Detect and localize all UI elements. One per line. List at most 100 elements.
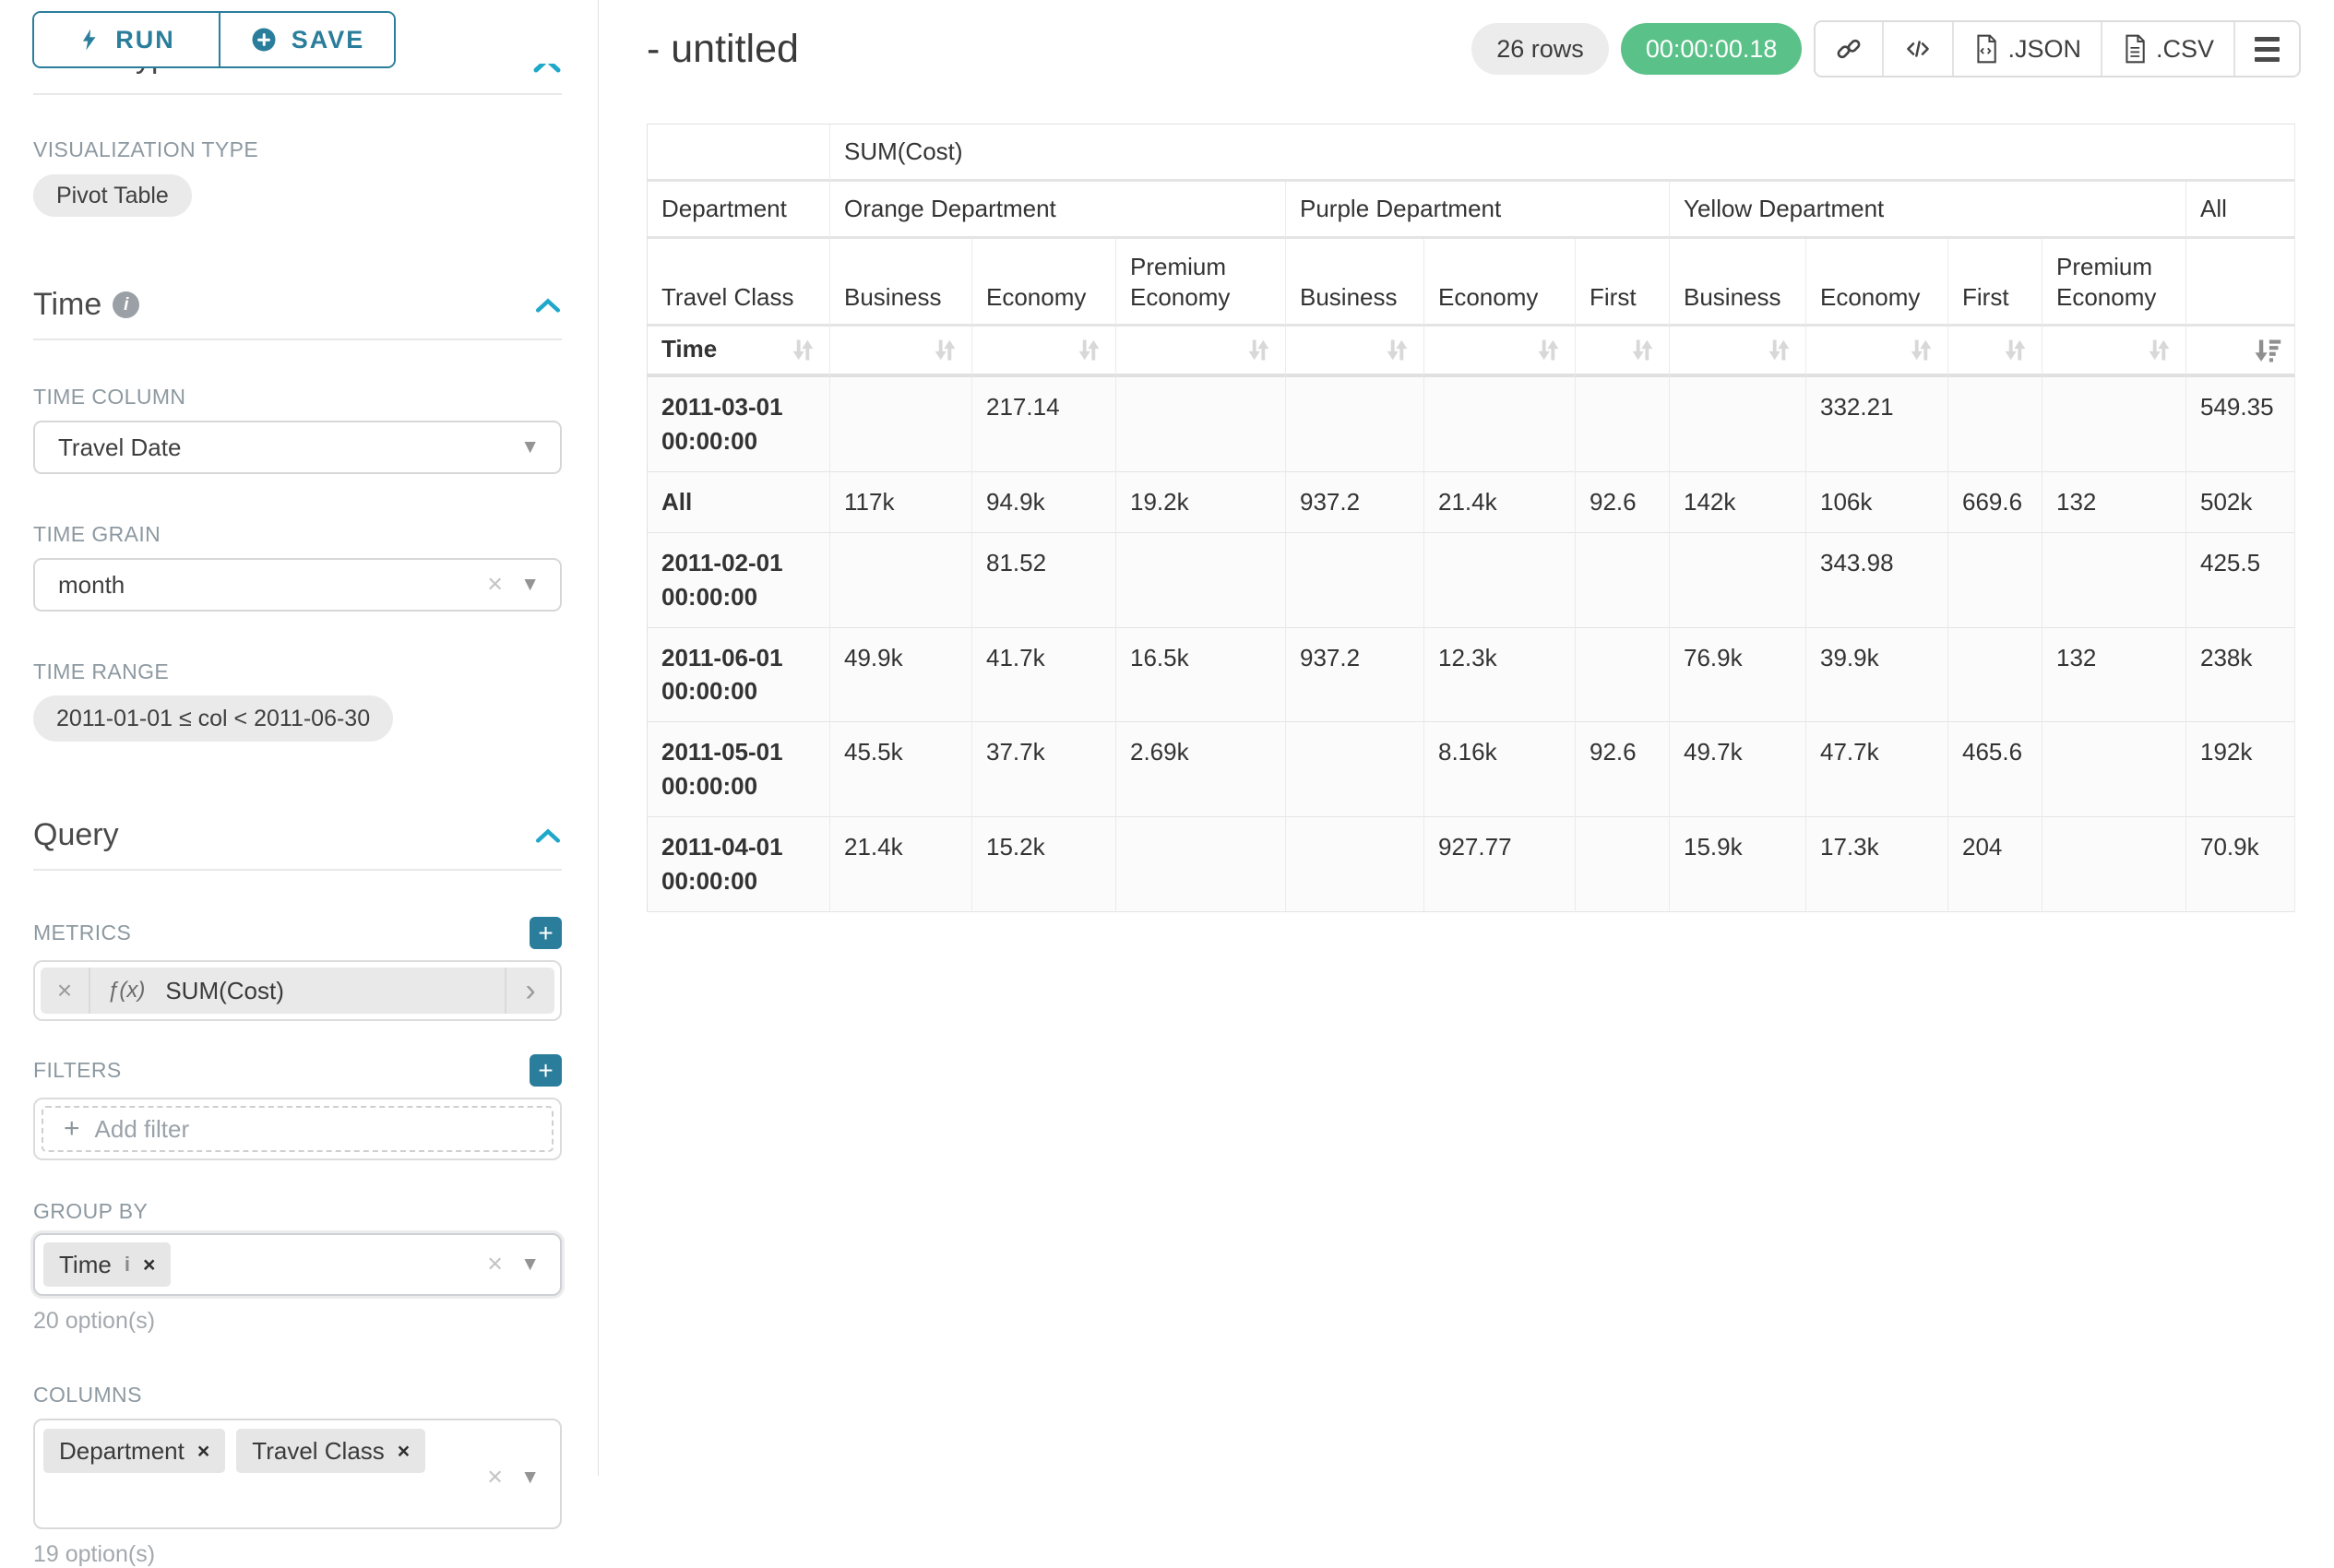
pivot-value-cell: 238k — [2186, 627, 2296, 723]
department-group-header: Orange Department — [830, 182, 1286, 239]
time-column-value: Travel Date — [58, 433, 182, 461]
group-by-select[interactable]: Time i × × ▼ — [33, 1233, 562, 1296]
pivot-data-row: 2011-03-01 00:00:00 217.14 332.21 549.35 — [648, 377, 2296, 472]
chevron-up-icon[interactable] — [532, 64, 562, 74]
time-range-value[interactable]: 2011-01-01 ≤ col < 2011-06-30 — [33, 695, 394, 742]
pivot-value-cell: 669.6 — [1948, 471, 2042, 533]
time-column-label: TIME COLUMN — [33, 385, 186, 409]
department-group-header: Yellow Department — [1670, 182, 2186, 239]
metric-pill[interactable]: × ƒ(x) SUM(Cost) › — [41, 968, 554, 1014]
export-toolbar: .JSON .CSV — [1814, 20, 2301, 77]
travel-class-header: Economy — [972, 239, 1116, 327]
row-time-header: 2011-04-01 00:00:00 — [648, 817, 830, 912]
chart-panel: - untitled 26 rows 00:00:00.18 .JSON — [599, 0, 2334, 1476]
sort-arrows-icon[interactable] — [1764, 335, 1794, 365]
sortable-column-header[interactable] — [830, 327, 972, 377]
export-json-button[interactable]: .JSON — [1954, 22, 2102, 76]
clear-icon[interactable]: × — [487, 569, 503, 600]
json-file-icon — [1977, 34, 1997, 64]
add-filter-plus-button[interactable]: + — [530, 1054, 562, 1087]
chevron-up-icon[interactable] — [534, 827, 562, 844]
sort-arrows-icon[interactable] — [1906, 335, 1936, 365]
time-grain-select[interactable]: month × ▼ — [33, 558, 562, 612]
pivot-value-cell: 217.14 — [972, 377, 1116, 472]
pivot-value-cell: 425.5 — [2186, 532, 2296, 628]
travel-class-header — [2186, 239, 2296, 327]
sortable-column-header[interactable] — [1806, 327, 1948, 377]
sortable-column-header[interactable] — [1670, 327, 1806, 377]
sortable-column-header[interactable] — [1116, 327, 1286, 377]
menu-button[interactable] — [2235, 22, 2299, 76]
remove-metric-icon[interactable]: × — [41, 968, 90, 1014]
row-time-header: 2011-06-01 00:00:00 — [648, 627, 830, 723]
time-column-select[interactable]: Travel Date ▼ — [33, 421, 562, 474]
pivot-value-cell — [830, 532, 972, 628]
add-filter-button[interactable]: + Add filter — [42, 1106, 554, 1152]
clear-icon[interactable]: × — [487, 1462, 503, 1492]
info-icon: i — [124, 1253, 130, 1276]
sort-desc-icon[interactable] — [2253, 335, 2283, 365]
pivot-value-cell: 49.7k — [1670, 722, 1806, 818]
sort-arrows-icon[interactable] — [930, 335, 960, 365]
sortable-column-header[interactable] — [1948, 327, 2042, 377]
pivot-value-cell: 937.2 — [1286, 627, 1424, 723]
pivot-value-cell: 41.7k — [972, 627, 1116, 723]
chart-header: - untitled 26 rows 00:00:00.18 .JSON — [647, 20, 2301, 77]
columns-label: COLUMNS — [33, 1383, 142, 1407]
chart-title[interactable]: - untitled — [647, 26, 799, 71]
chevron-down-icon: ▼ — [520, 436, 540, 457]
travel-class-header: First — [1576, 239, 1670, 327]
clear-icon[interactable]: × — [487, 1249, 503, 1279]
remove-tag-icon[interactable]: × — [142, 1252, 156, 1277]
pivot-value-cell: 47.7k — [1806, 722, 1948, 818]
sort-arrows-icon[interactable] — [788, 335, 818, 365]
embed-code-button[interactable] — [1884, 22, 1955, 76]
pivot-value-cell — [1286, 532, 1424, 628]
run-button[interactable]: RUN — [34, 13, 220, 66]
pivot-data-row: 2011-02-01 00:00:00 81.52 343.98 425.5 — [648, 532, 2296, 628]
sorted-column-header[interactable] — [2186, 327, 2296, 377]
sort-arrows-icon[interactable] — [1074, 335, 1104, 365]
section-divider — [33, 869, 562, 871]
sort-arrows-icon[interactable] — [1627, 335, 1658, 365]
time-sort-header[interactable]: Time — [648, 327, 830, 377]
sort-arrows-icon[interactable] — [2000, 335, 2030, 365]
travel-class-header: Economy — [1806, 239, 1948, 327]
sortable-column-header[interactable] — [2042, 327, 2186, 377]
info-circle-icon: i — [113, 291, 140, 318]
pivot-value-cell — [1116, 817, 1286, 912]
pivot-table-container: SUM(Cost) Department Orange Department Purp… — [647, 124, 2301, 912]
pivot-data-row: 2011-05-01 00:00:00 45.5k 37.7k 2.69k 8.16k 9… — [648, 722, 2296, 818]
export-csv-button[interactable]: .CSV — [2102, 22, 2235, 76]
pivot-data-row: 2011-04-01 00:00:00 21.4k 15.2k 927.77 15.9k… — [648, 817, 2296, 912]
code-icon — [1907, 41, 1930, 57]
pivot-value-cell — [2042, 817, 2186, 912]
add-metric-button[interactable]: + — [530, 917, 562, 949]
pivot-value-cell: 927.77 — [1424, 817, 1576, 912]
sortable-column-header[interactable] — [1576, 327, 1670, 377]
metric-value: SUM(Cost) — [165, 976, 284, 1004]
sort-arrows-icon[interactable] — [1533, 335, 1564, 365]
pivot-value-cell — [1948, 532, 2042, 628]
sort-arrows-icon[interactable] — [2144, 335, 2174, 365]
pivot-value-cell: 39.9k — [1806, 627, 1948, 723]
visualization-type-label: VISUALIZATION TYPE — [33, 137, 259, 161]
pivot-value-cell: 2.69k — [1116, 722, 1286, 818]
sortable-column-header[interactable] — [972, 327, 1116, 377]
visualization-type-value[interactable]: Pivot Table — [33, 174, 192, 217]
sort-arrows-icon[interactable] — [1382, 335, 1412, 365]
pivot-metric-header: SUM(Cost) — [830, 125, 2296, 182]
pivot-value-cell — [1116, 532, 1286, 628]
sortable-column-header[interactable] — [1286, 327, 1424, 377]
sortable-column-header[interactable] — [1424, 327, 1576, 377]
remove-tag-icon[interactable]: × — [196, 1438, 210, 1463]
remove-tag-icon[interactable]: × — [397, 1438, 411, 1463]
time-grain-value: month — [58, 570, 125, 599]
chevron-up-icon[interactable] — [534, 297, 562, 314]
columns-select[interactable]: Department × Travel Class × × ▼ — [33, 1419, 562, 1529]
save-button[interactable]: SAVE — [220, 13, 394, 66]
chevron-right-icon[interactable]: › — [505, 968, 554, 1014]
hamburger-icon — [2255, 36, 2280, 62]
share-link-button[interactable] — [1816, 22, 1885, 76]
sort-arrows-icon[interactable] — [1244, 335, 1274, 365]
